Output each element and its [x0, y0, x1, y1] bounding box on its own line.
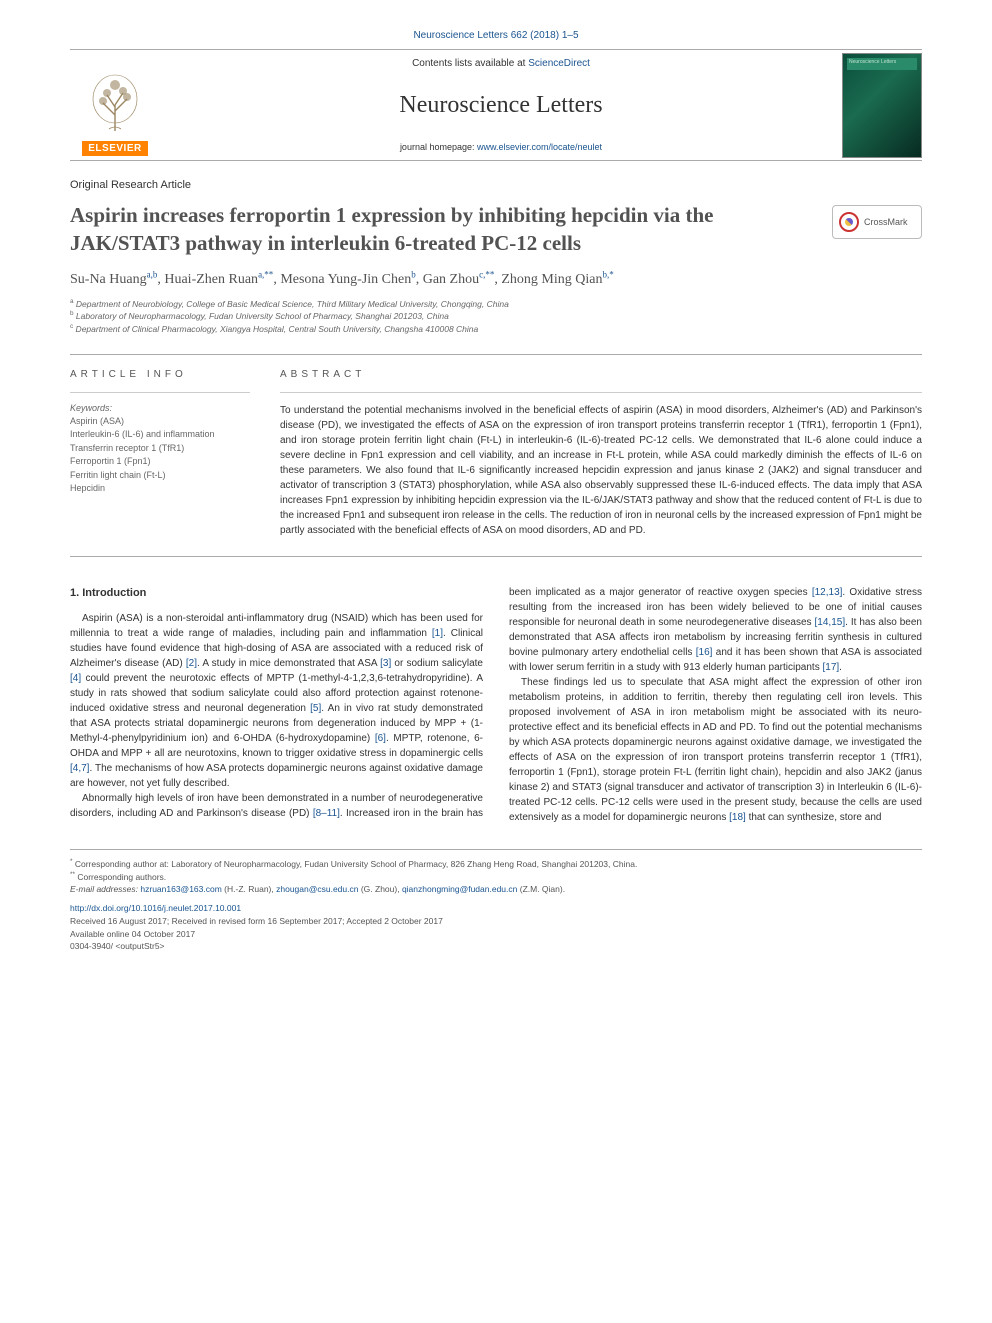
abstract-column: ABSTRACT To understand the potential mec… — [280, 369, 922, 538]
body-text: 1. Introduction Aspirin (ASA) is a non-s… — [70, 585, 922, 825]
contents-lists-line: Contents lists available at ScienceDirec… — [160, 58, 842, 69]
doi-link[interactable]: http://dx.doi.org/10.1016/j.neulet.2017.… — [70, 902, 922, 915]
corresponding-author-note: * Corresponding author at: Laboratory of… — [70, 858, 922, 871]
article-type: Original Research Article — [70, 179, 922, 191]
received-dates: Received 16 August 2017; Received in rev… — [70, 915, 922, 928]
issn-line: 0304-3940/ <outputStr5> — [70, 940, 922, 953]
publisher-name: ELSEVIER — [82, 141, 147, 156]
corr2-text: Corresponding authors. — [77, 872, 166, 882]
abstract-text: To understand the potential mechanisms i… — [280, 392, 922, 538]
crossmark-label: CrossMark — [864, 217, 908, 227]
body-paragraph: Aspirin (ASA) is a non-steroidal anti-in… — [70, 611, 483, 791]
email-addresses-line: E-mail addresses: hzruan163@163.com (H.-… — [70, 883, 922, 896]
article-info-heading: ARTICLE INFO — [70, 369, 250, 380]
journal-name: Neuroscience Letters — [160, 92, 842, 119]
title-row: Aspirin increases ferroportin 1 expressi… — [70, 201, 922, 258]
masthead-center: Contents lists available at ScienceDirec… — [160, 50, 842, 160]
corr1-text: Corresponding author at: Laboratory of N… — [75, 859, 637, 869]
article-info-column: ARTICLE INFO Keywords: Aspirin (ASA)Inte… — [70, 369, 250, 538]
masthead: ELSEVIER Contents lists available at Sci… — [70, 49, 922, 161]
journal-homepage-link[interactable]: www.elsevier.com/locate/neulet — [477, 142, 602, 152]
section-heading-introduction: 1. Introduction — [70, 585, 483, 602]
corresponding-authors-note: ** Corresponding authors. — [70, 871, 922, 884]
body-paragraph: These findings led us to speculate that … — [509, 675, 922, 825]
journal-homepage-line: journal homepage: www.elsevier.com/locat… — [160, 142, 842, 152]
available-online: Available online 04 October 2017 — [70, 928, 922, 941]
header-citation: Neuroscience Letters 662 (2018) 1–5 — [70, 30, 922, 41]
abstract-heading: ABSTRACT — [280, 369, 922, 380]
authors: Su-Na Huanga,b, Huai-Zhen Ruana,**, Meso… — [70, 272, 922, 288]
cover-label: Neuroscience Letters — [849, 59, 896, 65]
homepage-prefix: journal homepage: — [400, 142, 477, 152]
keywords-label: Keywords: — [70, 392, 250, 413]
affiliations: a Department of Neurobiology, College of… — [70, 298, 922, 336]
crossmark-badge[interactable]: CrossMark — [832, 205, 922, 239]
contents-prefix: Contents lists available at — [412, 58, 528, 69]
info-abstract-block: ARTICLE INFO Keywords: Aspirin (ASA)Inte… — [70, 354, 922, 557]
article-title: Aspirin increases ferroportin 1 expressi… — [70, 201, 820, 258]
publisher-logo[interactable]: ELSEVIER — [70, 50, 160, 160]
keywords-list: Aspirin (ASA)Interleukin-6 (IL-6) and in… — [70, 415, 250, 496]
journal-cover-thumbnail[interactable]: Neuroscience Letters — [842, 53, 922, 158]
footer-block: * Corresponding author at: Laboratory of… — [70, 849, 922, 953]
elsevier-tree-icon — [85, 71, 145, 141]
crossmark-icon — [839, 212, 859, 232]
sciencedirect-link[interactable]: ScienceDirect — [528, 58, 590, 69]
